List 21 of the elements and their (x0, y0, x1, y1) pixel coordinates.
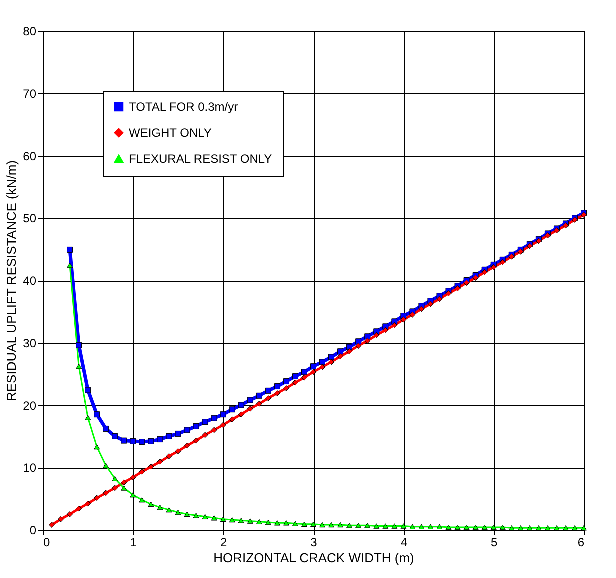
y-tick-label: 40 (23, 274, 37, 288)
x-tick-label: 0 (44, 536, 50, 550)
y-tick-label: 0 (30, 524, 37, 538)
x-tick-label: 5 (490, 536, 498, 550)
x-tick-label: 4 (400, 536, 408, 550)
y-tick-label: 20 (23, 398, 37, 413)
y-tick-label: 60 (23, 149, 37, 164)
legend-label: TOTAL FOR 0.3m/yr (129, 100, 238, 114)
y-tick-label: 80 (23, 24, 37, 38)
y-tick-label: 50 (23, 212, 37, 226)
x-axis-title: HORIZONTAL CRACK WIDTH (m) (214, 550, 414, 566)
x-tick-label: 1 (130, 536, 138, 550)
y-tick-label: 30 (23, 336, 37, 350)
x-tick-label: 3 (310, 536, 318, 550)
y-axis-title: RESIDUAL UPLIFT RESISTANCE (kN/m) (4, 160, 20, 402)
y-tick-label: 70 (23, 86, 37, 101)
legend-label: FLEXURAL RESIST ONLY (129, 152, 272, 166)
legend-label: WEIGHT ONLY (129, 126, 212, 140)
y-tick-label: 10 (23, 461, 37, 476)
x-tick-label: 6 (578, 536, 585, 550)
x-tick-label: 2 (220, 536, 228, 550)
